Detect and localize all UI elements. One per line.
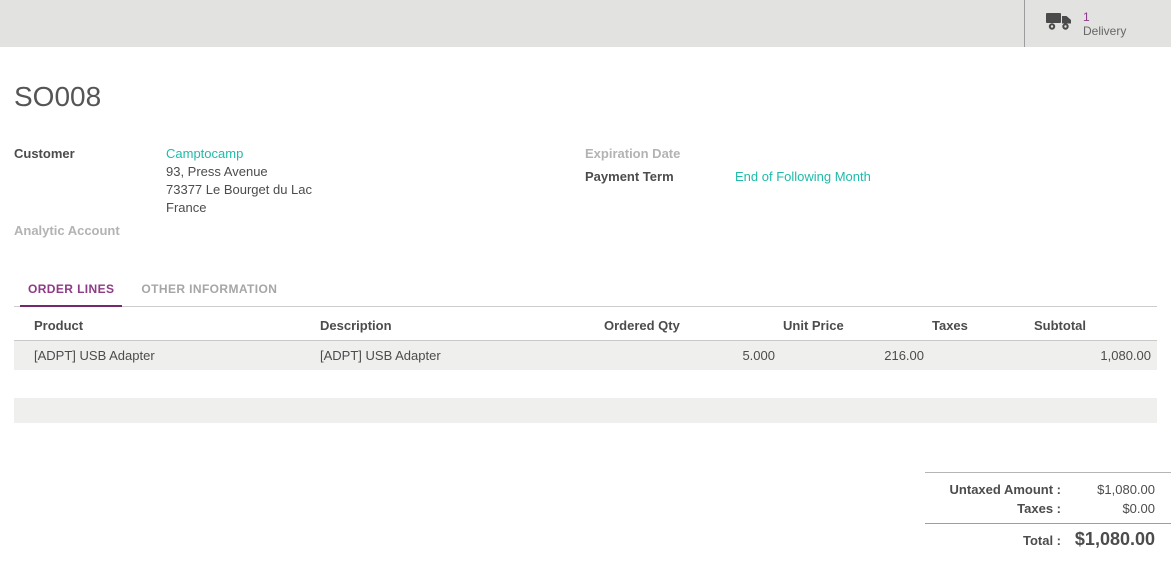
- empty-row: [14, 370, 1157, 398]
- cell-unit-price: 216.00: [884, 348, 924, 363]
- tab-other-information[interactable]: OTHER INFORMATION: [141, 282, 278, 296]
- expiration-date-field-label: Expiration Date: [585, 146, 681, 161]
- column-header-subtotal: Subtotal: [1030, 313, 1157, 341]
- empty-row: [14, 398, 1157, 423]
- customer-field-label: Customer: [14, 146, 75, 161]
- truck-icon: [1046, 12, 1073, 36]
- payment-term-link[interactable]: End of Following Month: [735, 169, 871, 184]
- delivery-count-badge: 1: [1083, 9, 1090, 24]
- delivery-button-label: Delivery: [1083, 23, 1127, 38]
- analytic-account-field-label: Analytic Account: [14, 223, 120, 238]
- page-title: SO008: [14, 81, 102, 112]
- untaxed-amount-label: Untaxed Amount :: [949, 482, 1061, 497]
- column-header-description: Description: [316, 313, 600, 341]
- column-header-unit-price: Unit Price: [779, 313, 928, 341]
- total-label: Total :: [1022, 533, 1061, 548]
- cell-taxes: [928, 341, 1030, 371]
- top-bar: 1 Delivery: [0, 0, 1171, 47]
- table-header-row: Product Description Ordered Qty Unit Pri…: [14, 313, 1157, 341]
- cell-ordered-qty: 5.000: [742, 348, 775, 363]
- customer-address-line: 73377 Le Bourget du Lac: [166, 182, 313, 197]
- cell-product: [ADPT] USB Adapter: [34, 348, 155, 363]
- column-header-taxes: Taxes: [928, 313, 1030, 341]
- order-line-row[interactable]: [ADPT] USB Adapter [ADPT] USB Adapter 5.…: [14, 340, 1157, 371]
- customer-address-line: France: [166, 200, 207, 215]
- notebook-tabs: ORDER LINES OTHER INFORMATION: [14, 283, 1157, 307]
- taxes-total-label: Taxes :: [1017, 501, 1061, 516]
- column-header-product: Product: [14, 313, 316, 341]
- sale-order-form: SO008 Customer Camptocamp 93, Press Aven…: [0, 82, 1171, 550]
- total-value: $1,080.00: [1074, 529, 1155, 549]
- cell-description: [ADPT] USB Adapter: [320, 348, 441, 363]
- payment-term-field-label: Payment Term: [585, 169, 674, 184]
- delivery-smart-button[interactable]: 1 Delivery: [1024, 0, 1171, 47]
- field-group: Customer Camptocamp 93, Press Avenue 733…: [14, 145, 1157, 245]
- cell-subtotal: 1,080.00: [1100, 348, 1151, 363]
- untaxed-amount-value: $1,080.00: [1097, 482, 1155, 497]
- taxes-total-value: $0.00: [1122, 501, 1155, 516]
- customer-address-line: 93, Press Avenue: [166, 164, 268, 179]
- column-header-ordered-qty: Ordered Qty: [600, 313, 779, 341]
- customer-link[interactable]: Camptocamp: [166, 146, 244, 161]
- order-lines-table: Product Description Ordered Qty Unit Pri…: [14, 313, 1157, 423]
- tab-order-lines[interactable]: ORDER LINES: [20, 283, 123, 307]
- totals-section: Untaxed Amount : $1,080.00 Taxes : $0.00…: [925, 472, 1171, 550]
